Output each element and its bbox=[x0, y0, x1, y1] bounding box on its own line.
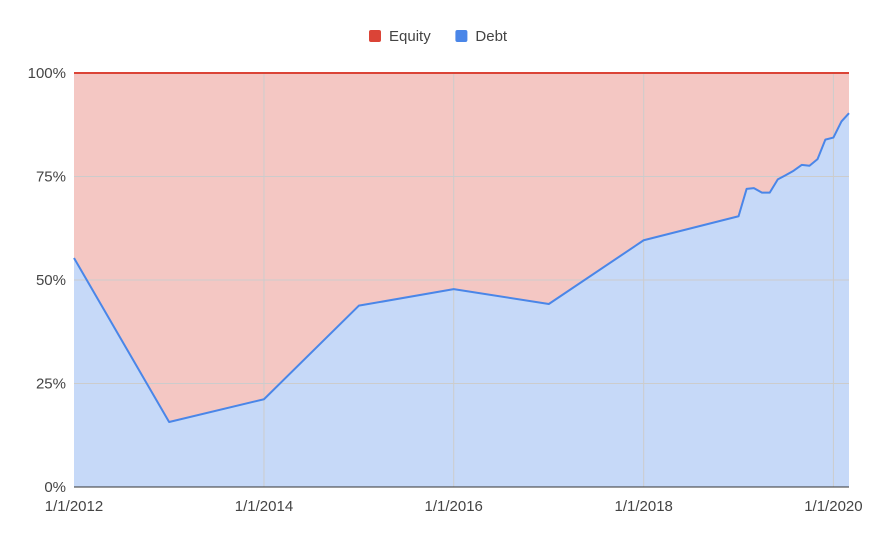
debt-line bbox=[73, 112, 850, 423]
legend: Equity Debt bbox=[369, 28, 508, 45]
y-tick-label: 25% bbox=[36, 376, 66, 393]
legend-label-debt: Debt bbox=[475, 28, 508, 45]
y-tick-label: 100% bbox=[28, 65, 66, 82]
x-tick-label: 1/1/2016 bbox=[425, 498, 483, 515]
y-tick-label: 50% bbox=[36, 272, 66, 289]
x-tick-label: 1/1/2020 bbox=[804, 498, 862, 515]
x-tick-label: 1/1/2014 bbox=[235, 498, 293, 515]
legend-item-equity: Equity bbox=[369, 28, 431, 45]
axes: 0% 25% 50% 75% 100% 1/1/2012 1/1/2014 1/1/2016 1… bbox=[28, 65, 863, 515]
legend-swatch-debt bbox=[455, 30, 468, 42]
x-tick-label: 1/1/2012 bbox=[45, 498, 103, 515]
gridlines bbox=[74, 73, 849, 487]
y-tick-label: 75% bbox=[36, 169, 66, 186]
debt-area bbox=[74, 113, 849, 487]
legend-item-debt: Debt bbox=[455, 28, 508, 45]
legend-label-equity: Equity bbox=[389, 28, 431, 45]
x-tick-label: 1/1/2018 bbox=[614, 498, 672, 515]
legend-swatch-equity bbox=[369, 30, 381, 42]
series-lines bbox=[73, 72, 850, 423]
y-tick-label: 0% bbox=[44, 479, 66, 496]
